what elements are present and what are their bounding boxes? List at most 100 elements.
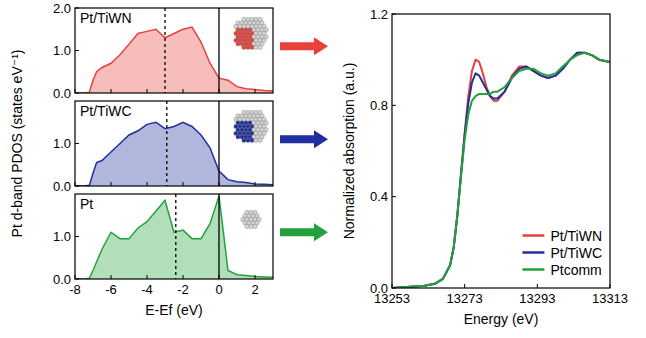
- x-tick: [183, 89, 184, 93]
- atom: [250, 45, 254, 49]
- pdos-line: [75, 196, 273, 279]
- x-tick: [183, 182, 184, 186]
- plot-area: [75, 194, 273, 279]
- y-tick-label: 1.0: [53, 229, 71, 244]
- y-tick-label: 1.0: [53, 136, 71, 151]
- y-tick-label: 0.8: [370, 98, 388, 113]
- d-band-center: [166, 101, 167, 186]
- plot-area: [392, 53, 610, 288]
- atom: [249, 224, 253, 228]
- legend-label: Pt/TiWC: [550, 245, 602, 261]
- plot-area: [75, 8, 273, 93]
- panel-title: Pt/TiWC: [80, 103, 132, 119]
- x-axis-title: E-Ef (eV): [145, 302, 203, 318]
- xanes-line: [392, 53, 610, 288]
- x-tick: [219, 275, 220, 279]
- plot-area: [75, 101, 273, 186]
- x-tick: [147, 182, 148, 186]
- pdos-area: [75, 27, 273, 93]
- atom: [254, 138, 258, 142]
- y-tick: [392, 105, 396, 106]
- x-tick-label: -2: [177, 282, 189, 297]
- legend-label: Ptcomm: [550, 262, 601, 278]
- y-tick-label: 0.0: [53, 179, 71, 194]
- atom: [236, 42, 240, 46]
- y-tick-label: 0.0: [53, 272, 71, 287]
- y-tick: [75, 236, 79, 237]
- x-tick: [219, 89, 220, 93]
- figure: 0.01.02.0Pt/TiWN0.01.0Pt/TiWC-8-6-4-2020…: [0, 0, 646, 338]
- atom: [245, 224, 249, 228]
- x-tick-label: 2: [251, 282, 258, 297]
- pdos-line: [75, 27, 273, 93]
- nanoparticle-inset: [241, 210, 261, 228]
- fermi-level: [218, 101, 219, 186]
- x-tick-label: 0: [215, 282, 222, 297]
- y-tick: [75, 50, 79, 51]
- legend-label: Pt/TiWN: [550, 228, 602, 244]
- atom: [253, 224, 257, 228]
- legend-swatch: [522, 234, 544, 237]
- x-tick: [111, 89, 112, 93]
- panel-title: Pt: [80, 196, 93, 212]
- atom: [242, 138, 246, 142]
- plot-frame: [75, 194, 273, 279]
- panel-title: Pt/TiWN: [80, 10, 132, 26]
- y-tick-label: 0.0: [53, 86, 71, 101]
- x-tick: [147, 275, 148, 279]
- pdos-area: [75, 196, 273, 279]
- x-tick: [537, 284, 538, 288]
- x-tick-label: -6: [105, 282, 117, 297]
- legend-swatch: [522, 251, 544, 254]
- x-tick-label: 13293: [519, 291, 555, 306]
- atom: [254, 45, 258, 49]
- atom: [258, 45, 262, 49]
- pdos-area: [75, 122, 273, 186]
- x-tick: [255, 182, 256, 186]
- fermi-level: [218, 194, 219, 279]
- nanoparticle-inset: [234, 110, 268, 142]
- d-band-center: [175, 194, 176, 279]
- x-tick: [75, 275, 76, 279]
- y-tick-label: 1.2: [370, 7, 388, 22]
- x-tick-label: 13313: [592, 291, 628, 306]
- y-tick: [75, 143, 79, 144]
- x-tick: [111, 275, 112, 279]
- y-tick-label: 1.0: [53, 43, 71, 58]
- arrow: [280, 37, 328, 55]
- x-tick: [392, 284, 393, 288]
- xanes-line: [392, 53, 610, 288]
- arrow: [280, 130, 328, 148]
- y-tick-label: 0.0: [370, 281, 388, 296]
- atom: [246, 45, 250, 49]
- nanoparticle-inset: [234, 17, 268, 49]
- pdos-line: [75, 122, 273, 186]
- x-tick: [464, 284, 465, 288]
- fermi-level: [218, 8, 219, 93]
- legend: Pt/TiWNPt/TiWCPtcomm: [522, 228, 602, 278]
- x-tick: [75, 89, 76, 93]
- y-tick-label: 2.0: [53, 1, 71, 16]
- atom: [258, 138, 262, 142]
- atom: [242, 45, 246, 49]
- y-axis-title: Normalized absorption (a.u.): [341, 63, 357, 240]
- legend-swatch: [522, 268, 544, 271]
- xanes-line: [392, 53, 610, 288]
- x-tick-label: 13273: [447, 291, 483, 306]
- y-tick: [392, 196, 396, 197]
- x-tick-label: -4: [141, 282, 153, 297]
- y-tick: [75, 93, 79, 94]
- x-tick: [111, 182, 112, 186]
- atom: [236, 135, 240, 139]
- x-tick: [75, 182, 76, 186]
- x-tick: [219, 182, 220, 186]
- atom: [250, 138, 254, 142]
- plot-frame: [75, 101, 273, 186]
- x-tick: [255, 275, 256, 279]
- plot-frame: [392, 14, 610, 288]
- x-tick: [183, 275, 184, 279]
- d-band-center: [164, 8, 165, 93]
- y-tick: [75, 186, 79, 187]
- y-axis-title: Pt d-band PDOS (states eV⁻¹): [9, 50, 25, 238]
- x-tick: [147, 89, 148, 93]
